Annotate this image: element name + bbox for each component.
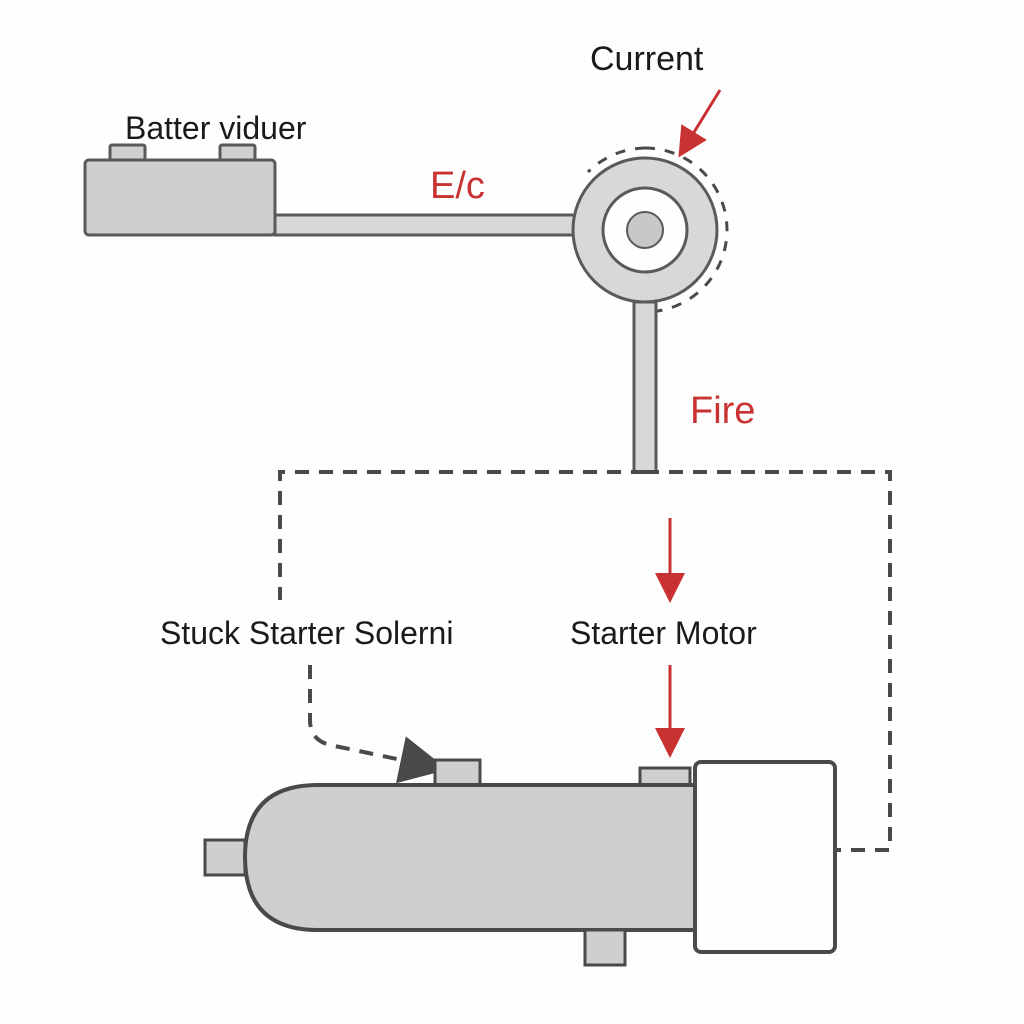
fire-label: Fire: [690, 390, 755, 433]
vertical-cable: [634, 302, 656, 472]
horizontal-cable: [275, 215, 575, 235]
starter-motor-label: Starter Motor: [570, 615, 757, 652]
battery-shape: [85, 145, 275, 235]
stuck-solenoid-label: Stuck Starter Solerni: [160, 615, 453, 652]
stuck-arrow: [310, 665, 440, 768]
coil-shape: [573, 148, 727, 312]
diagram-canvas: [0, 0, 1024, 1024]
battery-label: Batter viduer: [125, 110, 306, 147]
ec-label: E/c: [430, 165, 485, 208]
starter-motor-shape: [205, 760, 835, 965]
current-label: Current: [590, 40, 703, 79]
current-arrow: [680, 90, 720, 155]
